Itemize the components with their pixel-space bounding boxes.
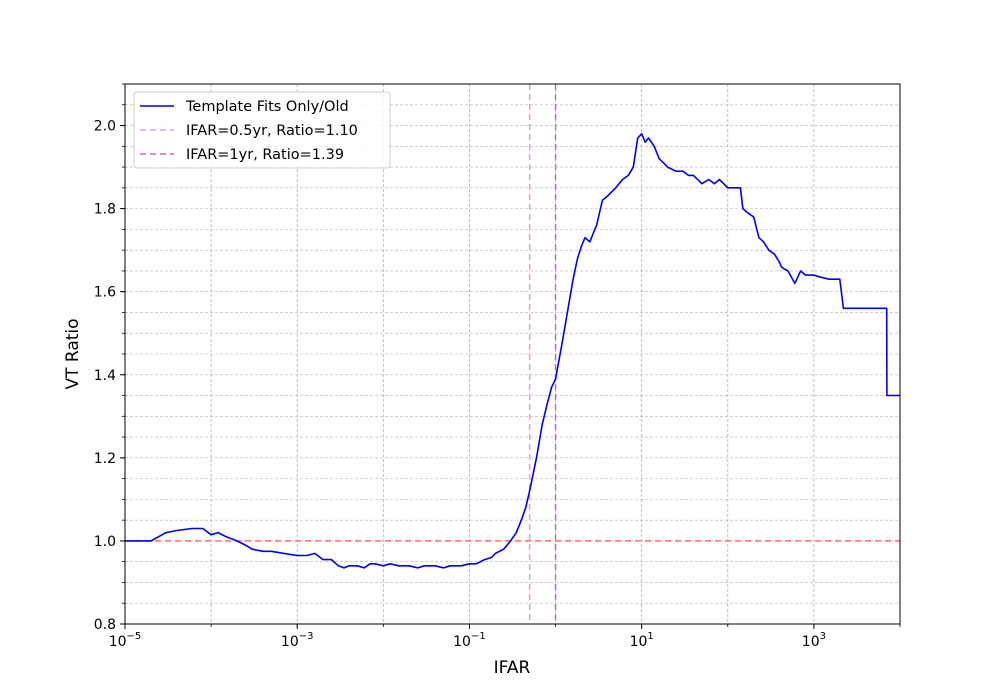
y-axis-label: VT Ratio — [63, 318, 83, 389]
x-tick-label: 10−3 — [281, 631, 314, 650]
x-tick-label: 103 — [802, 631, 826, 650]
y-tick-label: 0.8 — [94, 617, 116, 633]
series-line-vt-ratio — [125, 133, 900, 569]
y-tick-label: 1.8 — [94, 202, 116, 218]
y-tick-label: 1.6 — [94, 285, 116, 301]
y-tick-label: 2.0 — [94, 119, 116, 135]
x-tick-label: 10−1 — [453, 631, 486, 650]
y-tick-label: 1.2 — [94, 451, 116, 467]
legend-box — [133, 91, 391, 169]
reference-lines — [125, 84, 900, 624]
legend: Template Fits Only/Old IFAR=0.5yr, Ratio=… — [133, 91, 391, 169]
x-axis-label: IFAR — [494, 658, 531, 678]
axis-ticks: 10−5 10−3 10−1 101 103 0.8 1.0 1.2 1.4 1.6 1.8 2.0 — [94, 83, 901, 650]
y-tick-label: 1.4 — [94, 368, 116, 384]
legend-label: Template Fits Only/Old — [185, 99, 349, 115]
y-tick-label: 1.0 — [94, 534, 116, 550]
legend-label: IFAR=1yr, Ratio=1.39 — [186, 147, 344, 163]
series-layer — [125, 133, 900, 569]
grid-lines — [125, 84, 900, 624]
x-tick-label: 10−5 — [109, 631, 142, 650]
legend-label: IFAR=0.5yr, Ratio=1.10 — [186, 123, 358, 139]
x-tick-label: 101 — [630, 631, 654, 650]
